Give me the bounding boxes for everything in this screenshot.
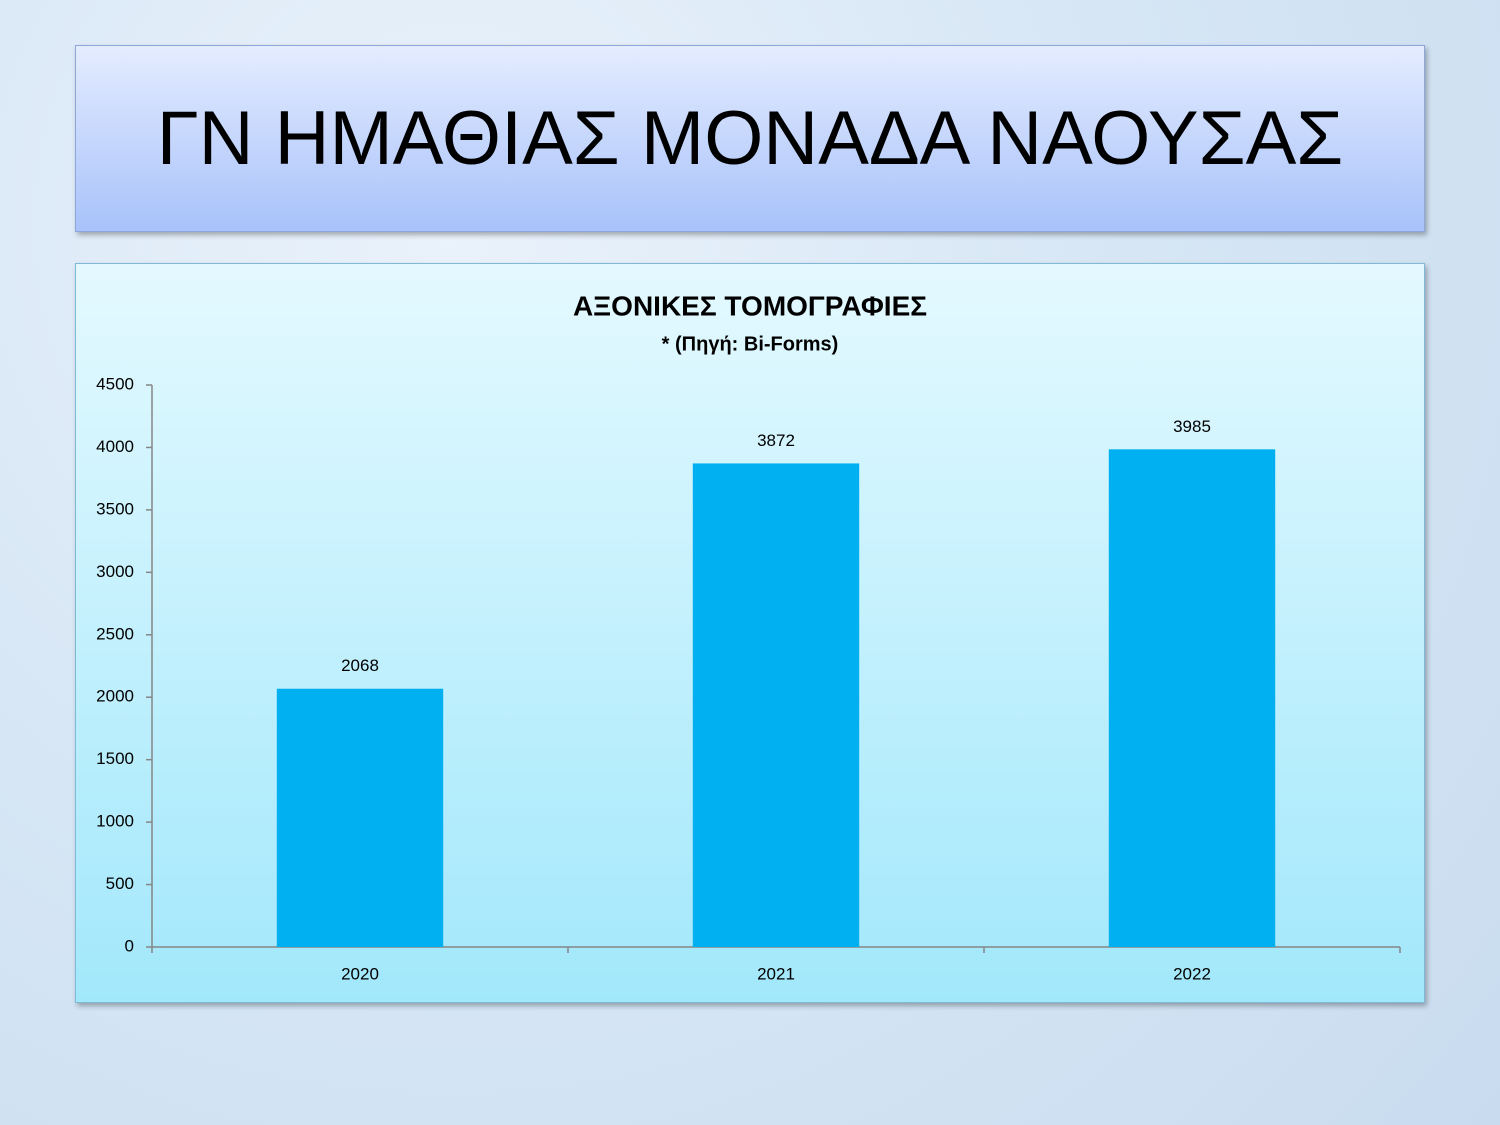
data-label: 2068 [341,656,379,675]
y-tick-label: 3000 [96,562,134,581]
data-label: 3985 [1173,417,1211,436]
x-tick-label: 2020 [341,964,379,983]
data-label: 3872 [757,431,795,450]
chart-subtitle: * (Πηγή: Bi-Forms) [662,333,839,355]
chart-title: ΑΞΟΝΙΚΕΣ ΤΟΜΟΓΡΑΦΙΕΣ [573,290,927,321]
y-tick-label: 1500 [96,749,134,768]
y-tick-label: 4000 [96,437,134,456]
y-tick-label: 0 [125,936,134,955]
x-tick-label: 2021 [757,964,795,983]
slide-title: ΓΝ ΗΜΑΘΙΑΣ ΜΟΝΑΔΑ ΝΑΟΥΣΑΣ [75,45,1425,232]
y-tick-label: 500 [106,874,134,893]
bar [276,688,444,947]
y-tick-label: 1000 [96,812,134,831]
y-tick-label: 2500 [96,624,134,643]
y-tick-label: 2000 [96,687,134,706]
y-tick-label: 4500 [96,374,134,393]
bar [692,463,860,947]
bar [1108,449,1276,947]
y-tick-label: 3500 [96,499,134,518]
x-tick-label: 2022 [1173,964,1211,983]
